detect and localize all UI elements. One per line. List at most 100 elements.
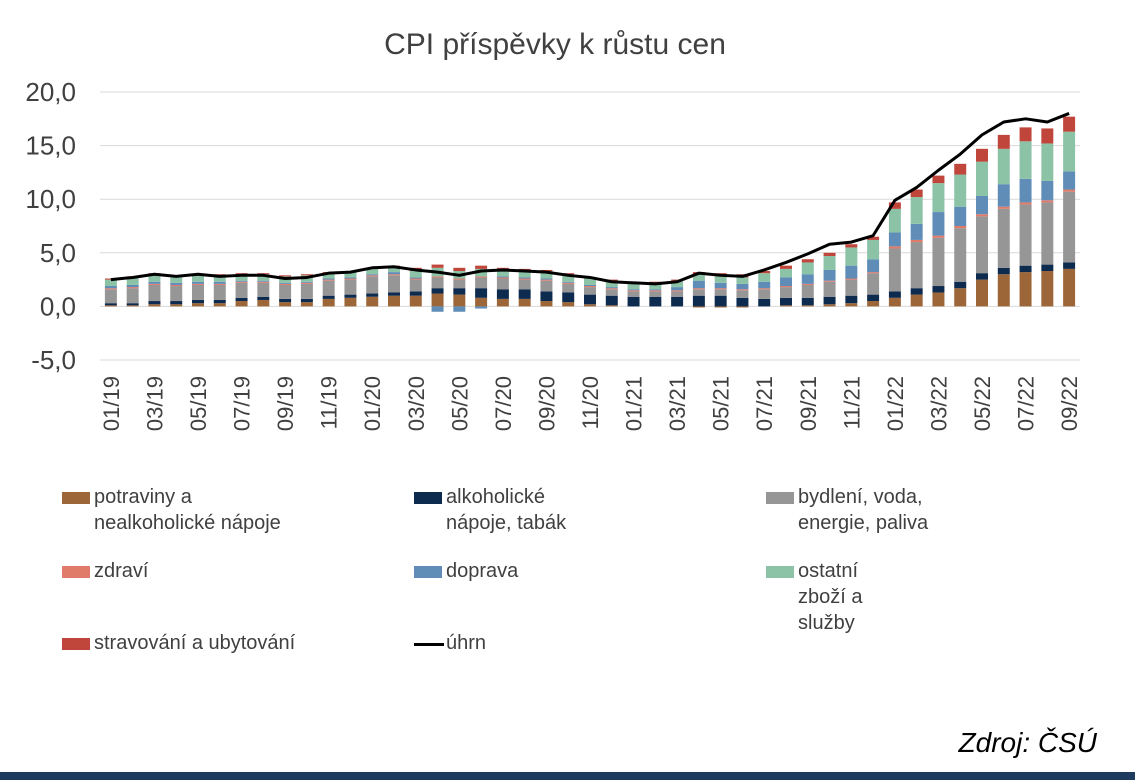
x-tick-label: 03/22 bbox=[926, 376, 951, 431]
total-line bbox=[110, 112, 1070, 286]
bar-segment bbox=[1019, 127, 1032, 142]
bar-segment bbox=[867, 236, 880, 240]
x-tick-label: 09/20 bbox=[534, 376, 559, 431]
bar-segment bbox=[235, 274, 248, 281]
bar-segment bbox=[366, 274, 379, 276]
bar-segment bbox=[518, 268, 531, 270]
x-tick-label: 07/22 bbox=[1014, 376, 1039, 431]
bar-segment bbox=[213, 281, 226, 284]
bar-segment bbox=[1019, 202, 1032, 205]
bar-segment bbox=[562, 273, 575, 275]
bar-segment bbox=[932, 237, 945, 287]
bar-segment bbox=[867, 273, 880, 295]
bar-segment bbox=[257, 273, 270, 275]
bar-segment bbox=[366, 296, 379, 307]
legend-item-bydleni: bydlení, voda, energie, paliva bbox=[766, 484, 986, 536]
bar-segment bbox=[496, 268, 509, 277]
bar-segment bbox=[104, 305, 117, 307]
bar-segment bbox=[409, 278, 422, 280]
bar-segment bbox=[845, 247, 858, 266]
y-tick-label: 5,0 bbox=[40, 238, 76, 268]
bar-segment bbox=[801, 259, 814, 263]
bar-segment bbox=[845, 244, 858, 248]
bar-segment bbox=[976, 148, 988, 162]
x-tick-label: 07/19 bbox=[230, 376, 255, 431]
bar-segment bbox=[758, 288, 771, 290]
x-tick-label: 09/21 bbox=[796, 376, 821, 431]
x-tick-label: 07/20 bbox=[491, 376, 516, 431]
bar-segment bbox=[976, 161, 988, 196]
bar-segment bbox=[322, 273, 335, 279]
bar-segment bbox=[453, 288, 466, 295]
bar-segment bbox=[736, 306, 749, 308]
bar-segment bbox=[409, 279, 422, 292]
bar-segment bbox=[562, 302, 575, 307]
bar-segment bbox=[235, 297, 248, 302]
bar-segment bbox=[170, 286, 183, 302]
bar-segment bbox=[344, 272, 357, 278]
bar-segment bbox=[518, 289, 531, 299]
legend-item-potraviny: potraviny a nealkoholické nápoje bbox=[62, 484, 292, 536]
bar-segment bbox=[976, 273, 988, 280]
bar-segment bbox=[1041, 128, 1054, 144]
bar-segment bbox=[780, 297, 792, 306]
bar-segment bbox=[692, 295, 705, 307]
bar-segment bbox=[932, 183, 945, 213]
bar-segment bbox=[605, 295, 618, 306]
bar-segment bbox=[976, 214, 988, 217]
bar-segment bbox=[213, 275, 226, 282]
bar-segment bbox=[192, 303, 204, 307]
x-tick-label: 03/20 bbox=[404, 376, 429, 431]
legend-label-ostatni: ostatní zboží a služby bbox=[798, 560, 863, 634]
bar-segment bbox=[431, 288, 444, 294]
legend-swatch-doprava bbox=[414, 566, 442, 578]
bar-segment bbox=[976, 195, 988, 215]
bar-segment bbox=[1063, 131, 1076, 172]
bar-segment bbox=[605, 288, 618, 290]
x-tick-label: 11/21 bbox=[839, 376, 864, 429]
bar-segment bbox=[300, 274, 313, 276]
bar-segment bbox=[496, 267, 509, 269]
bar-segment bbox=[736, 290, 749, 298]
bar-segment bbox=[126, 287, 139, 289]
bar-segment bbox=[801, 297, 814, 306]
bar-segment bbox=[540, 269, 553, 272]
bar-segment bbox=[780, 286, 792, 288]
bar-segment bbox=[475, 277, 488, 289]
bar-segment bbox=[344, 297, 357, 307]
bar-segment bbox=[104, 279, 117, 287]
bar-segment bbox=[518, 278, 531, 280]
x-tick-label: 05/22 bbox=[970, 376, 995, 431]
bar-segment bbox=[104, 288, 117, 290]
bar-segment bbox=[431, 276, 444, 278]
x-tick-label: 01/20 bbox=[360, 376, 385, 431]
bar-segment bbox=[518, 279, 531, 290]
bar-segment bbox=[475, 276, 488, 278]
bar-segment bbox=[279, 275, 292, 277]
x-tick-label: 05/20 bbox=[447, 376, 472, 431]
bar-segment bbox=[409, 271, 422, 278]
legend-swatch-potraviny bbox=[62, 492, 90, 504]
bar-segment bbox=[758, 281, 771, 289]
bar-segment bbox=[780, 287, 792, 298]
x-tick-label: 03/21 bbox=[665, 376, 690, 431]
bar-segment bbox=[344, 278, 357, 280]
bar-segment bbox=[148, 274, 161, 282]
legend-swatch-alkoholicke bbox=[414, 492, 442, 504]
legend-item-stravovani: stravování a ubytování bbox=[62, 630, 362, 656]
bar-segment bbox=[780, 305, 792, 307]
legend-line-uhrn bbox=[414, 643, 444, 646]
bar-segment bbox=[867, 239, 880, 260]
bar-segment bbox=[213, 274, 226, 276]
legend-swatch-stravovani bbox=[62, 638, 90, 650]
bar-segment bbox=[409, 291, 422, 296]
bar-segment bbox=[170, 301, 183, 305]
bar-segment bbox=[388, 292, 400, 296]
bar-segment bbox=[692, 274, 705, 281]
bar-segment bbox=[997, 267, 1010, 275]
bar-segment bbox=[453, 278, 466, 280]
bar-segment bbox=[1063, 189, 1076, 192]
bar-segment bbox=[148, 281, 161, 284]
bar-segment bbox=[845, 278, 858, 280]
bar-segment bbox=[714, 306, 727, 308]
